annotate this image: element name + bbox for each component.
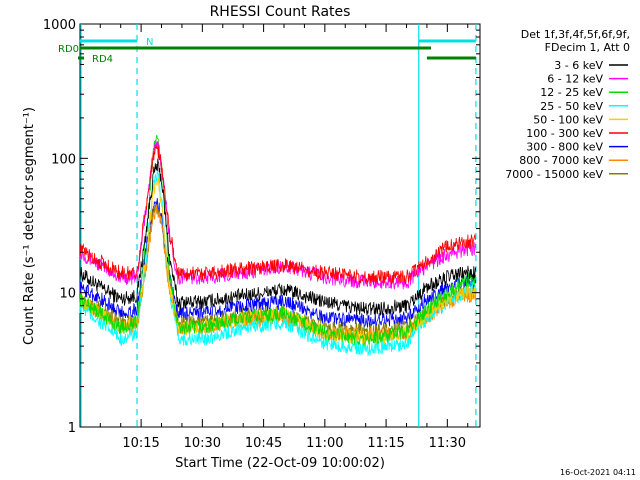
x-tick-label: 11:00 [306,436,343,451]
chart-title: RHESSI Count Rates [210,4,351,20]
legend-entry-label: 300 - 800 keV [526,141,603,154]
legend-entry-label: 3 - 6 keV [554,59,603,72]
x-tick-label: 11:15 [367,436,404,451]
x-tick-label: 10:30 [184,436,221,451]
series-line [79,158,477,317]
attenuator-bars: N RD0 RD4 [58,37,476,65]
y-tick-label: 10 [59,287,76,302]
y-axis: 1 10 100 1000 [43,18,480,436]
legend-entry-label: 50 - 100 keV [533,113,603,126]
x-tick-label: 10:45 [245,436,282,451]
legend-entry-label: 12 - 25 keV [540,86,603,99]
series-line [79,145,477,285]
vertical-markers [80,24,477,427]
x-tick-label: 10:15 [122,436,159,451]
plot-frame [79,23,481,428]
y-tick-label: 1000 [43,18,76,33]
legend-header-line: Det 1f,3f,4f,5f,6f,9f, [521,28,630,41]
legend-entry-label: 25 - 50 keV [540,100,603,113]
attenuator-label: N [146,37,153,48]
footer-timestamp: 16-Oct-2021 04:11 [560,468,636,477]
legend-entry-label: 6 - 12 keV [547,73,603,86]
y-axis-label: Count Rate (s⁻¹ detector segment⁻¹) [22,107,37,345]
legend-header-line: FDecim 1, Att 0 [545,41,630,54]
series-line [79,141,477,290]
y-tick-label: 100 [51,152,76,167]
legend-entry-label: 7000 - 15000 keV [505,168,603,181]
legend-entry-label: 100 - 300 keV [526,127,603,140]
attenuator-label: RD4 [92,54,113,65]
y-tick-label: 1 [68,421,76,436]
attenuator-label: RD0 [58,44,79,55]
x-tick-label: 11:30 [429,436,466,451]
x-axis: 10:15 10:30 10:45 11:00 11:15 11:30 [99,24,469,451]
x-axis-label: Start Time (22-Oct-09 10:00:02) [175,456,385,471]
series-line [79,168,477,357]
series-layer [79,134,477,357]
legend-entry-label: 800 - 7000 keV [519,154,603,167]
legend: Det 1f,3f,4f,5f,6f,9f,FDecim 1, Att 0 3 -… [505,28,630,181]
